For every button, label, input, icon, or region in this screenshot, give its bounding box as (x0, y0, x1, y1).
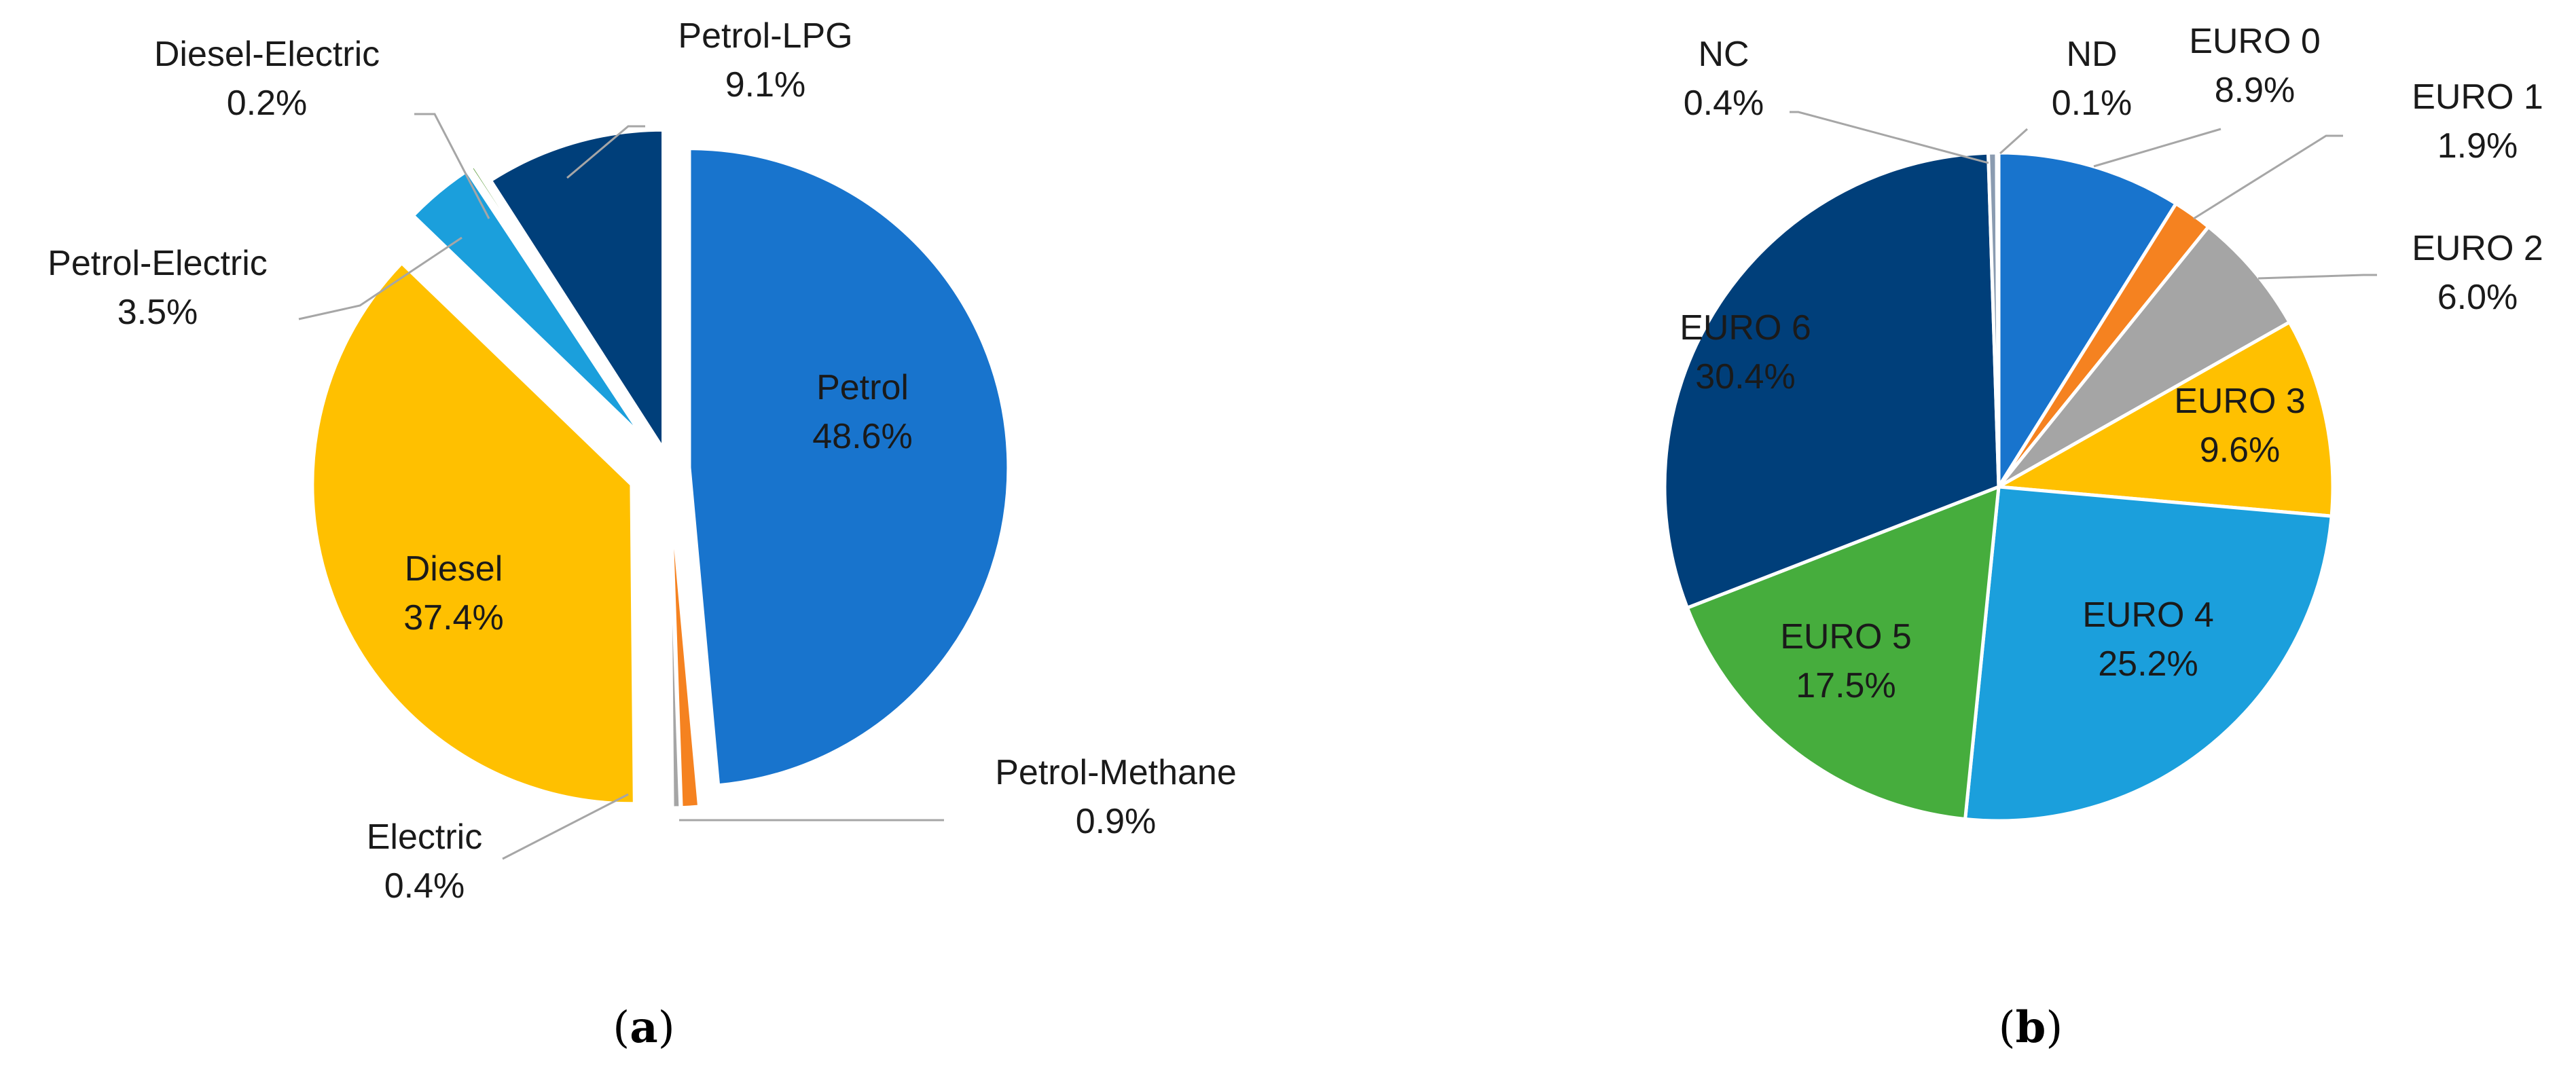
slice-name-nd: ND (2066, 35, 2117, 74)
slice-petrol (687, 147, 1011, 788)
caption-close-paren: ) (2046, 1003, 2063, 1053)
caption-open-paren: ( (1999, 1003, 2016, 1053)
slice-diesel-electric (468, 163, 649, 436)
slice-value-diesel: 37.4% (403, 598, 503, 638)
slice-label-petrol-methane: Petrol-Methane 0.9% (995, 753, 1237, 841)
caption-open-paren: ( (613, 1003, 630, 1053)
slice-value-electric: 0.4% (384, 866, 465, 906)
caption-letter: b (2016, 1002, 2046, 1053)
slice-value-petrol-electric: 3.5% (117, 293, 198, 332)
leader-line-euro-1 (2193, 134, 2343, 220)
slice-value-euro-3: 9.6% (2200, 430, 2281, 470)
slice-euro-5 (1685, 484, 2001, 822)
slice-name-euro-5: EURO 5 (1780, 617, 1912, 657)
leader-line-euro-2 (2257, 274, 2377, 280)
slice-name-euro-0: EURO 0 (2189, 22, 2321, 61)
slice-label-diesel-electric: Diesel-Electric 0.2% (154, 35, 380, 123)
leader-line-nd (1999, 128, 2029, 155)
slice-value-euro-4: 25.2% (2098, 644, 2198, 684)
caption-letter: a (630, 1002, 657, 1053)
slice-value-euro-5: 17.5% (1796, 666, 1895, 705)
slice-label-petrol: Petrol 48.6% (812, 368, 912, 456)
caption-a: (a) (613, 1002, 674, 1053)
slice-labels: EURO 0 8.9% EURO 1 1.9% EURO 2 6.0% EURO 3 9.6%… (1680, 22, 2543, 705)
slice-name-euro-1: EURO 1 (2412, 77, 2543, 117)
slice-name-nc: NC (1698, 35, 1749, 74)
pie-chart-b: EURO 0 8.9% EURO 1 1.9% EURO 2 6.0% EURO 3 9.6%… (1663, 22, 2543, 823)
slices (310, 128, 1011, 810)
slice-value-petrol-methane: 0.9% (1076, 802, 1157, 841)
slice-euro-6 (1663, 151, 2001, 610)
slice-name-diesel: Diesel (405, 549, 503, 589)
slice-name-diesel-electric: Diesel-Electric (154, 35, 380, 74)
slice-name-petrol: Petrol (816, 368, 909, 407)
slice-value-euro-6: 30.4% (1695, 357, 1795, 396)
slice-label-euro-2: EURO 2 6.0% (2412, 229, 2543, 317)
slice-label-euro-0: EURO 0 8.9% (2189, 22, 2321, 110)
slice-diesel (310, 260, 636, 806)
slice-label-euro-5: EURO 5 17.5% (1780, 617, 1912, 705)
slice-label-petrol-electric: Petrol-Electric 3.5% (48, 244, 268, 332)
slice-name-electric: Electric (367, 817, 482, 857)
slice-value-euro-0: 8.9% (2215, 71, 2296, 110)
leader-lines (1790, 111, 2377, 280)
slice-value-nd: 0.1% (2052, 84, 2133, 123)
captions: (a) (b) (613, 1002, 2063, 1053)
leader-lines (298, 113, 944, 860)
leader-line-diesel-electric (414, 113, 490, 219)
slice-label-euro-1: EURO 1 1.9% (2412, 77, 2543, 166)
slice-value-petrol-lpg: 9.1% (725, 65, 806, 105)
slice-euro-2 (1997, 224, 2292, 489)
caption-b: (b) (1999, 1002, 2063, 1053)
leader-line-petrol-lpg (566, 125, 645, 179)
slice-value-petrol: 48.6% (812, 417, 912, 456)
slice-euro-3 (1993, 320, 2335, 518)
slice-label-nd: ND 0.1% (2052, 35, 2133, 123)
slice-label-petrol-lpg: Petrol-LPG 9.1% (678, 16, 852, 105)
slice-labels: Petrol 48.6% Petrol-Methane 0.9% Electric 0.4… (48, 16, 1237, 906)
slice-value-nc: 0.4% (1684, 84, 1764, 123)
slice-name-euro-3: EURO 3 (2174, 382, 2306, 421)
leader-line-electric (502, 793, 629, 860)
slice-nd (1995, 151, 2001, 487)
slice-name-petrol-methane: Petrol-Methane (995, 753, 1237, 792)
pie-chart-a: Petrol 48.6% Petrol-Methane 0.9% Electric 0.4… (48, 16, 1237, 906)
slice-electric (668, 488, 683, 810)
slice-label-nc: NC 0.4% (1684, 35, 1764, 123)
slice-euro-0 (1997, 151, 2179, 493)
slice-petrol-electric (410, 168, 645, 439)
leader-line-euro-0 (2093, 128, 2221, 168)
slice-name-euro-4: EURO 4 (2082, 595, 2214, 635)
slice-label-euro-4: EURO 4 25.2% (2082, 595, 2214, 684)
slice-value-euro-1: 1.9% (2437, 126, 2518, 166)
slice-name-petrol-electric: Petrol-Electric (48, 244, 268, 283)
slice-label-euro-6: EURO 6 30.4% (1680, 308, 1811, 396)
slice-name-euro-6: EURO 6 (1680, 308, 1811, 348)
leader-line-nc (1790, 111, 1989, 164)
slice-value-euro-2: 6.0% (2437, 278, 2518, 317)
slice-name-euro-2: EURO 2 (2412, 229, 2543, 268)
slice-label-diesel: Diesel 37.4% (403, 549, 503, 638)
slices (1663, 151, 2335, 823)
slice-label-euro-3: EURO 3 9.6% (2174, 382, 2306, 470)
slice-label-electric: Electric 0.4% (367, 817, 482, 906)
slice-name-petrol-lpg: Petrol-LPG (678, 16, 852, 56)
slice-petrol-lpg (488, 128, 666, 455)
caption-close-paren: ) (658, 1003, 675, 1053)
slice-euro-4 (1963, 485, 2334, 823)
slice-value-diesel-electric: 0.2% (227, 84, 308, 123)
leader-line-petrol-electric (298, 236, 462, 320)
